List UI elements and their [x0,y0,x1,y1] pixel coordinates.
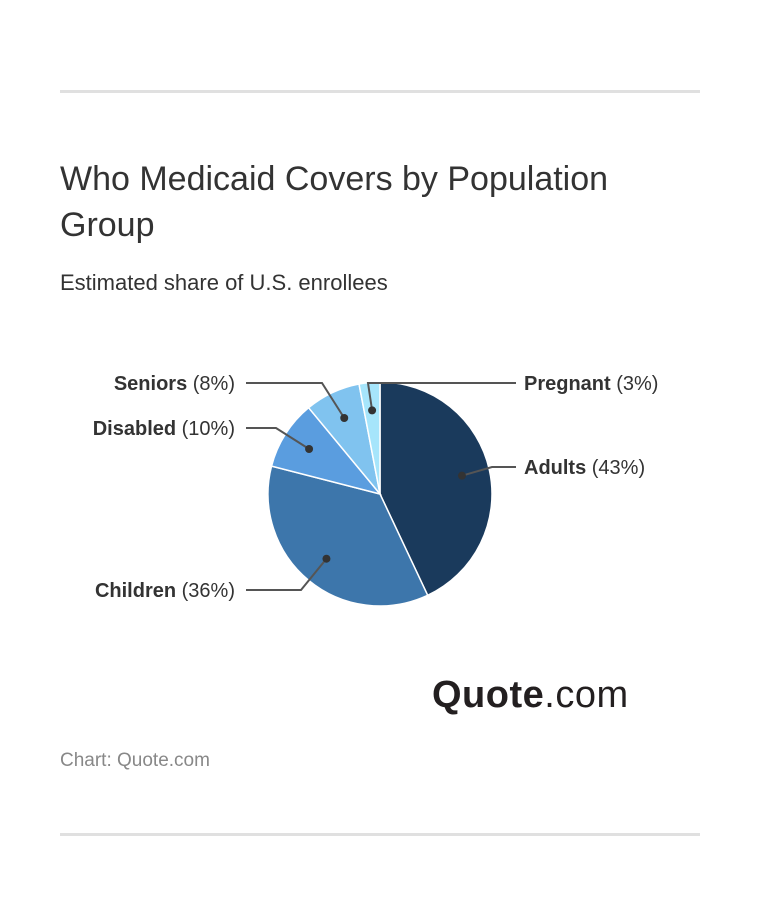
leader-line-children [246,558,328,591]
logo-bold: Quote [432,674,545,716]
quote-logo: Quote.com [432,674,629,717]
pie-slice-adults [379,381,493,597]
chart-source: Chart: Quote.com [60,750,210,771]
leader-dot-disabled [305,444,314,453]
slice-label-adults: Adults (43%) [524,457,645,479]
leader-dot-adults [457,471,466,480]
slice-label-disabled: Disabled (10%) [93,418,235,440]
leader-line-seniors [246,382,346,419]
leader-line-disabled [246,427,310,450]
slice-label-seniors: Seniors (8%) [114,373,235,395]
chart-title: Who Medicaid Covers by Population Group [60,160,609,244]
leader-line-pregnant [366,382,516,411]
logo-light: .com [544,674,629,716]
slice-label-children: Children (36%) [95,580,235,602]
leader-dot-seniors [340,413,349,422]
bottom-divider [60,833,700,836]
chart-subtitle: Estimated share of U.S. enrollees [60,270,388,295]
leader-dot-children [322,554,331,563]
leader-line-adults [461,466,516,477]
slice-label-pregnant: Pregnant (3%) [524,373,658,395]
top-divider [60,90,700,93]
leader-dot-pregnant [368,406,377,415]
